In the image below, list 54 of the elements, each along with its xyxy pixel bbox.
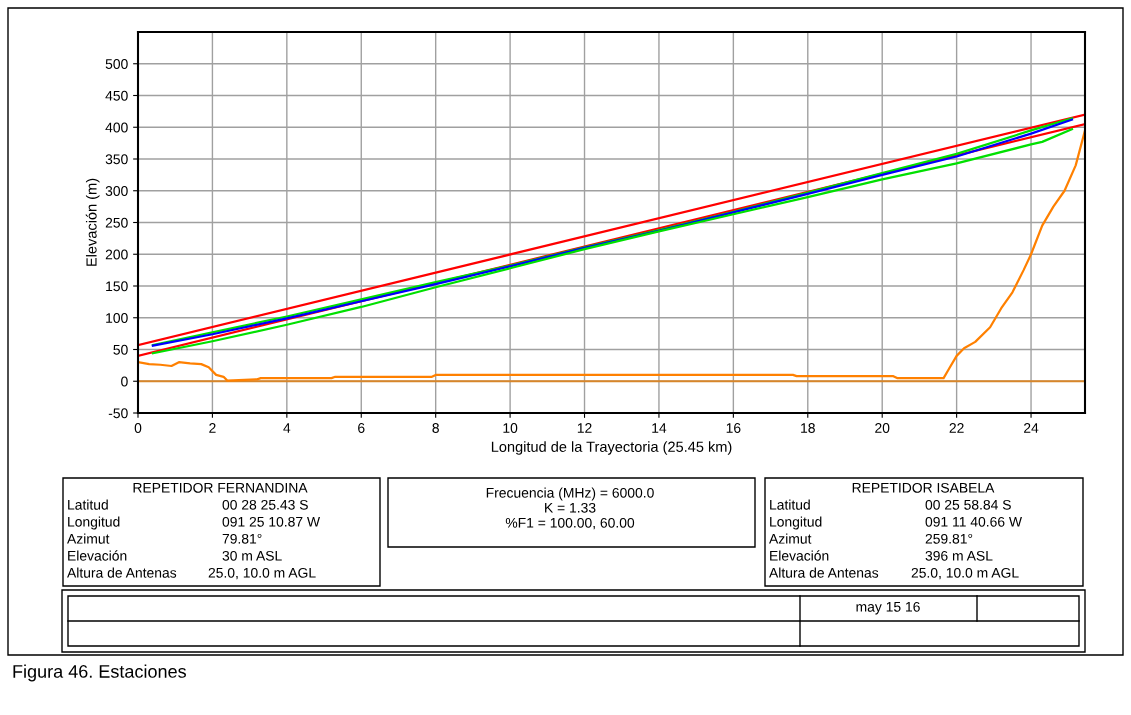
y-tick-label: -50 [108,408,128,419]
x-tick-label: 0 [134,423,142,433]
y-tick-label: 100 [106,313,128,323]
y-tick-label: 0 [121,376,128,387]
text: REPETIDOR FERNANDINA [133,482,308,493]
text: Elevación [770,550,829,561]
x-tick-label: 24 [1024,423,1039,433]
y-axis-title: Elevación (m) [85,178,100,266]
text: 259.81° [925,533,973,544]
text: 30 m ASL [222,550,282,561]
text: Azimut [769,533,812,544]
text: Longitud [770,516,822,530]
text: K = 1.33 [545,502,596,513]
text: Longitud [68,516,120,530]
y-tick-label: 150 [106,281,128,292]
x-tick-label: 2 [209,423,216,433]
x-axis-title: Longitud de la Trayectoria (25.45 km) [491,441,732,455]
text: Altura de Antenas [769,567,879,578]
x-tick-label: 12 [577,423,592,433]
text: Latitud [770,499,810,510]
y-tick-label: 350 [105,154,128,165]
y-tick-label: 450 [105,90,128,101]
text: Latitud [68,499,108,510]
x-tick-label: 16 [726,423,741,433]
x-tick-label: 6 [358,423,365,433]
text: 00 25 58.84 S [925,499,1011,510]
x-tick-label: 22 [949,423,964,433]
x-tick-label: 18 [801,423,815,433]
text: 00 28 25.43 S [222,499,308,510]
text: Altura de Antenas [67,567,177,578]
text: Elevación [68,550,127,561]
x-tick-label: 10 [503,423,518,433]
y-tick-label: 200 [105,249,128,260]
y-tick-label: 300 [105,186,128,196]
x-tick-label: 20 [875,423,890,433]
y-tick-label: 400 [105,122,128,133]
text: REPETIDOR ISABELA [852,482,995,493]
text: 396 m ASL [925,550,993,561]
text: 091 11 40.66 W [925,516,1022,527]
x-tick-label: 14 [652,423,667,433]
text: 25.0, 10.0 m AGL [911,567,1019,580]
x-tick-label: 4 [283,423,291,433]
text: Figura 46. Estaciones [13,664,186,682]
y-tick-label: 500 [105,59,128,69]
y-tick-label: 250 [105,217,128,228]
text: Azimut [67,533,110,544]
text: 091 25 10.87 W [222,516,321,527]
text: may 15 16 [856,601,920,615]
text: 79.81° [222,533,262,544]
text: %F1 = 100.00, 60.00 [505,517,635,530]
y-tick-label: 50 [113,344,128,355]
x-tick-label: 8 [432,423,439,433]
text: 25.0, 10.0 m AGL [208,567,316,580]
text: Frecuencia (MHz) = 6000.0 [486,487,654,501]
